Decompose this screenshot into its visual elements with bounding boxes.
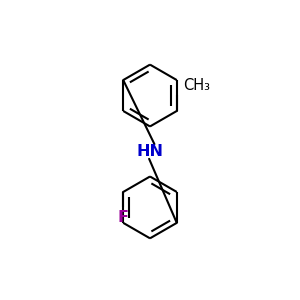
Text: F: F: [118, 210, 129, 225]
Text: CH₃: CH₃: [183, 78, 210, 93]
Text: HN: HN: [137, 144, 164, 159]
